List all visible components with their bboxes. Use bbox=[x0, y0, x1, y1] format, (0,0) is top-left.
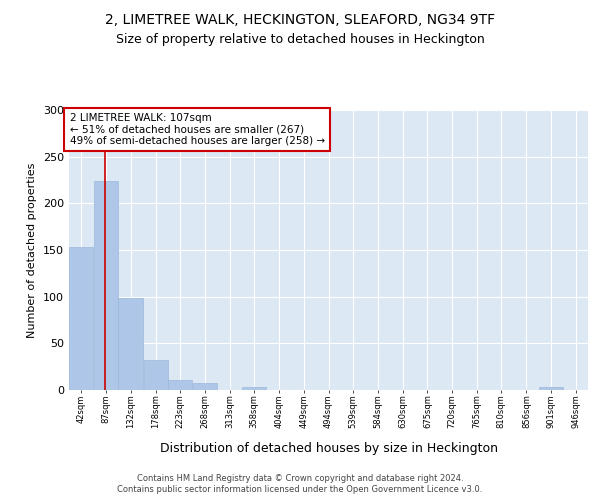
Y-axis label: Number of detached properties: Number of detached properties bbox=[28, 162, 37, 338]
Text: 2, LIMETREE WALK, HECKINGTON, SLEAFORD, NG34 9TF: 2, LIMETREE WALK, HECKINGTON, SLEAFORD, … bbox=[105, 12, 495, 26]
Bar bbox=[539, 387, 563, 390]
Bar bbox=[193, 384, 217, 390]
Text: Size of property relative to detached houses in Heckington: Size of property relative to detached ho… bbox=[116, 32, 484, 46]
Bar bbox=[143, 360, 168, 390]
X-axis label: Distribution of detached houses by size in Heckington: Distribution of detached houses by size … bbox=[160, 442, 497, 455]
Text: 2 LIMETREE WALK: 107sqm
← 51% of detached houses are smaller (267)
49% of semi-d: 2 LIMETREE WALK: 107sqm ← 51% of detache… bbox=[70, 113, 325, 146]
Bar bbox=[118, 298, 143, 390]
Bar bbox=[168, 380, 193, 390]
Text: Contains public sector information licensed under the Open Government Licence v3: Contains public sector information licen… bbox=[118, 485, 482, 494]
Bar bbox=[69, 247, 94, 390]
Text: Contains HM Land Registry data © Crown copyright and database right 2024.: Contains HM Land Registry data © Crown c… bbox=[137, 474, 463, 483]
Bar bbox=[94, 181, 118, 390]
Bar bbox=[242, 387, 266, 390]
